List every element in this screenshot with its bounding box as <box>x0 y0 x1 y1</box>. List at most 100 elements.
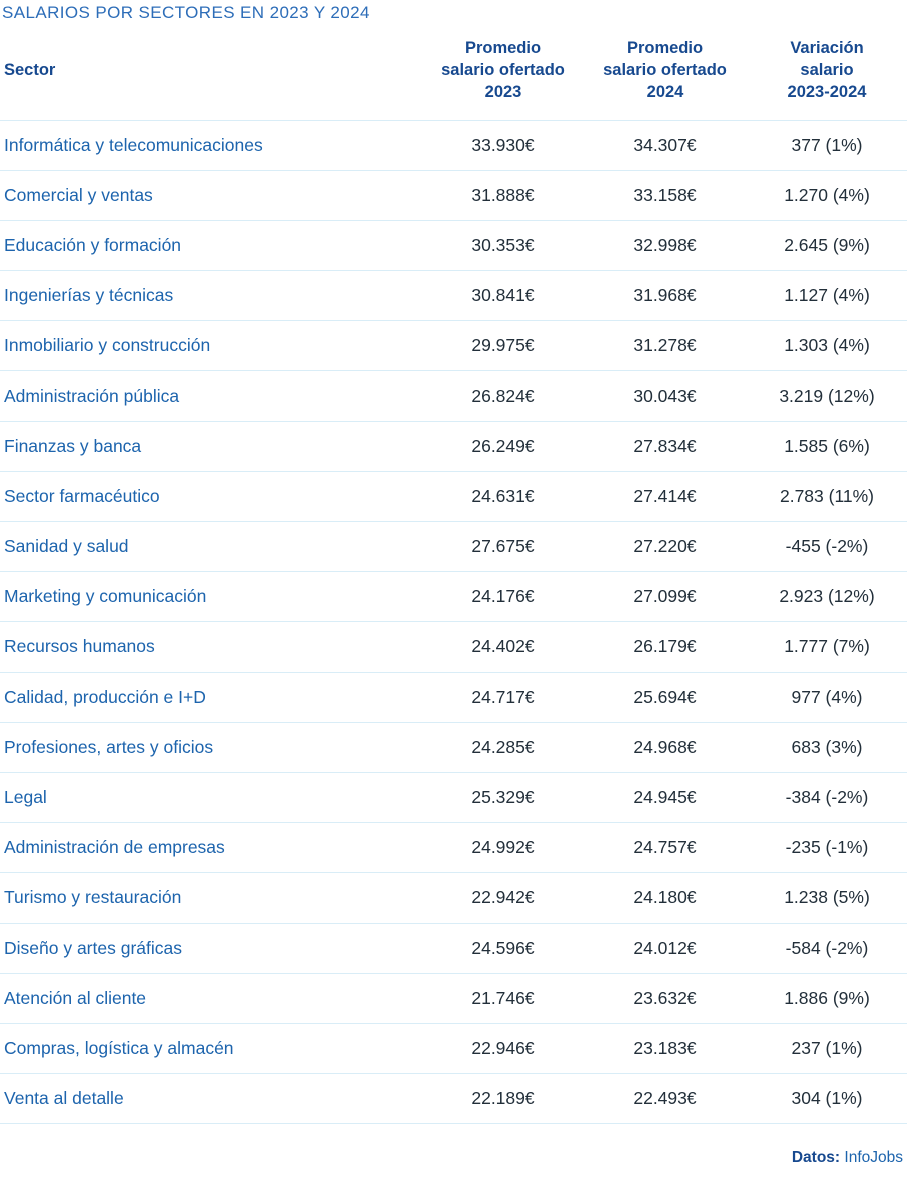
table-row: Ingenierías y técnicas 30.841€ 31.968€ 1… <box>0 270 907 322</box>
salary-2023-cell: 31.888€ <box>423 170 583 221</box>
source-note: Datos: InfoJobs <box>792 1149 903 1167</box>
salary-2023-cell: 24.402€ <box>423 621 583 673</box>
variation-cell: 1.886 (9%) <box>747 973 907 1024</box>
table-row: Calidad, producción e I+D 24.717€ 25.694… <box>0 672 907 723</box>
salary-2024-cell: 33.158€ <box>583 170 747 221</box>
variation-cell: 3.219 (12%) <box>747 370 907 422</box>
variation-cell: 1.303 (4%) <box>747 320 907 372</box>
table-row: Educación y formación 30.353€ 32.998€ 2.… <box>0 220 907 272</box>
column-header-salary-2024: Promedio salario ofertado 2024 <box>583 22 747 121</box>
table-row: Recursos humanos 24.402€ 26.179€ 1.777 (… <box>0 621 907 673</box>
page-title: SALARIOS POR SECTORES EN 2023 Y 2024 <box>2 3 370 22</box>
salary-2023-cell: 22.946€ <box>423 1023 583 1075</box>
table-row: Legal 25.329€ 24.945€ -384 (-2%) <box>0 772 907 824</box>
sector-cell: Educación y formación <box>0 220 423 272</box>
salary-2023-cell: 24.992€ <box>423 822 583 874</box>
sector-cell: Diseño y artes gráficas <box>0 923 423 974</box>
column-header-variation: Variación salario 2023-2024 <box>747 22 907 121</box>
sector-cell: Venta al detalle <box>0 1073 423 1125</box>
table-row: Informática y telecomunicaciones 33.930€… <box>0 120 907 171</box>
sector-cell: Finanzas y banca <box>0 421 423 472</box>
salary-2023-cell: 22.942€ <box>423 872 583 924</box>
salary-2024-cell: 23.183€ <box>583 1023 747 1075</box>
sector-cell: Turismo y restauración <box>0 872 423 924</box>
table-row: Diseño y artes gráficas 24.596€ 24.012€ … <box>0 923 907 974</box>
salary-2023-cell: 24.285€ <box>423 722 583 773</box>
salary-2023-cell: 27.675€ <box>423 521 583 573</box>
variation-cell: 2.923 (12%) <box>747 571 907 623</box>
salary-2024-cell: 27.834€ <box>583 421 747 472</box>
salary-2023-cell: 24.631€ <box>423 471 583 523</box>
variation-cell: -455 (-2%) <box>747 521 907 573</box>
sector-cell: Compras, logística y almacén <box>0 1023 423 1075</box>
salary-2023-cell: 33.930€ <box>423 120 583 171</box>
salary-2024-cell: 26.179€ <box>583 621 747 673</box>
table-row: Finanzas y banca 26.249€ 27.834€ 1.585 (… <box>0 421 907 472</box>
salary-2023-cell: 22.189€ <box>423 1073 583 1125</box>
salary-table: Sector Promedio salario ofertado 2023 Pr… <box>0 22 907 1125</box>
salary-2023-cell: 21.746€ <box>423 973 583 1024</box>
salary-2023-cell: 24.596€ <box>423 923 583 974</box>
table-row: Inmobiliario y construcción 29.975€ 31.2… <box>0 320 907 372</box>
sector-cell: Administración de empresas <box>0 822 423 874</box>
sector-cell: Atención al cliente <box>0 973 423 1024</box>
salary-2024-cell: 31.278€ <box>583 320 747 372</box>
variation-cell: 1.270 (4%) <box>747 170 907 221</box>
salary-2023-cell: 24.717€ <box>423 672 583 723</box>
variation-cell: 2.645 (9%) <box>747 220 907 272</box>
sector-cell: Sanidad y salud <box>0 521 423 573</box>
table-row: Profesiones, artes y oficios 24.285€ 24.… <box>0 722 907 773</box>
salary-2024-cell: 25.694€ <box>583 672 747 723</box>
salary-2024-cell: 30.043€ <box>583 370 747 422</box>
source-name: InfoJobs <box>844 1149 903 1166</box>
salary-2023-cell: 30.353€ <box>423 220 583 272</box>
sector-cell: Inmobiliario y construcción <box>0 320 423 372</box>
sector-cell: Profesiones, artes y oficios <box>0 722 423 773</box>
salary-2024-cell: 27.414€ <box>583 471 747 523</box>
column-header-salary-2023: Promedio salario ofertado 2023 <box>423 22 583 121</box>
table-row: Administración de empresas 24.992€ 24.75… <box>0 822 907 874</box>
salary-2023-cell: 26.824€ <box>423 370 583 422</box>
salary-2023-cell: 24.176€ <box>423 571 583 623</box>
salary-2024-cell: 27.220€ <box>583 521 747 573</box>
table-row: Sector farmacéutico 24.631€ 27.414€ 2.78… <box>0 471 907 523</box>
variation-cell: 237 (1%) <box>747 1023 907 1075</box>
table-row: Marketing y comunicación 24.176€ 27.099€… <box>0 571 907 623</box>
table-row: Venta al detalle 22.189€ 22.493€ 304 (1%… <box>0 1073 907 1125</box>
sector-cell: Comercial y ventas <box>0 170 423 221</box>
source-label: Datos: <box>791 1149 841 1166</box>
variation-cell: 1.585 (6%) <box>747 421 907 472</box>
variation-cell: 377 (1%) <box>747 120 907 171</box>
salary-2023-cell: 25.329€ <box>423 772 583 824</box>
salary-2024-cell: 24.757€ <box>583 822 747 874</box>
salary-2024-cell: 31.968€ <box>583 270 747 322</box>
salary-2024-cell: 24.968€ <box>583 722 747 773</box>
salary-2024-cell: 24.180€ <box>583 872 747 924</box>
salary-2024-cell: 34.307€ <box>583 120 747 171</box>
sector-cell: Recursos humanos <box>0 621 423 673</box>
salary-2024-cell: 27.099€ <box>583 571 747 623</box>
salary-2023-cell: 26.249€ <box>423 421 583 472</box>
variation-cell: 2.783 (11%) <box>747 471 907 523</box>
salary-2024-cell: 24.945€ <box>583 772 747 824</box>
column-header-sector: Sector <box>0 22 423 121</box>
variation-cell: 1.127 (4%) <box>747 270 907 322</box>
sector-cell: Administración pública <box>0 370 423 422</box>
sector-cell: Informática y telecomunicaciones <box>0 120 423 171</box>
variation-cell: 683 (3%) <box>747 722 907 773</box>
salary-2024-cell: 24.012€ <box>583 923 747 974</box>
table-header-row: Sector Promedio salario ofertado 2023 Pr… <box>0 22 907 121</box>
table-row: Comercial y ventas 31.888€ 33.158€ 1.270… <box>0 170 907 221</box>
variation-cell: 977 (4%) <box>747 672 907 723</box>
variation-cell: 1.777 (7%) <box>747 621 907 673</box>
salary-2024-cell: 23.632€ <box>583 973 747 1024</box>
variation-cell: -384 (-2%) <box>747 772 907 824</box>
table-body: Informática y telecomunicaciones 33.930€… <box>0 120 907 1125</box>
salary-2024-cell: 22.493€ <box>583 1073 747 1125</box>
salary-2024-cell: 32.998€ <box>583 220 747 272</box>
table-row: Sanidad y salud 27.675€ 27.220€ -455 (-2… <box>0 521 907 573</box>
table-row: Administración pública 26.824€ 30.043€ 3… <box>0 370 907 422</box>
sector-cell: Legal <box>0 772 423 824</box>
variation-cell: 1.238 (5%) <box>747 872 907 924</box>
variation-cell: 304 (1%) <box>747 1073 907 1125</box>
